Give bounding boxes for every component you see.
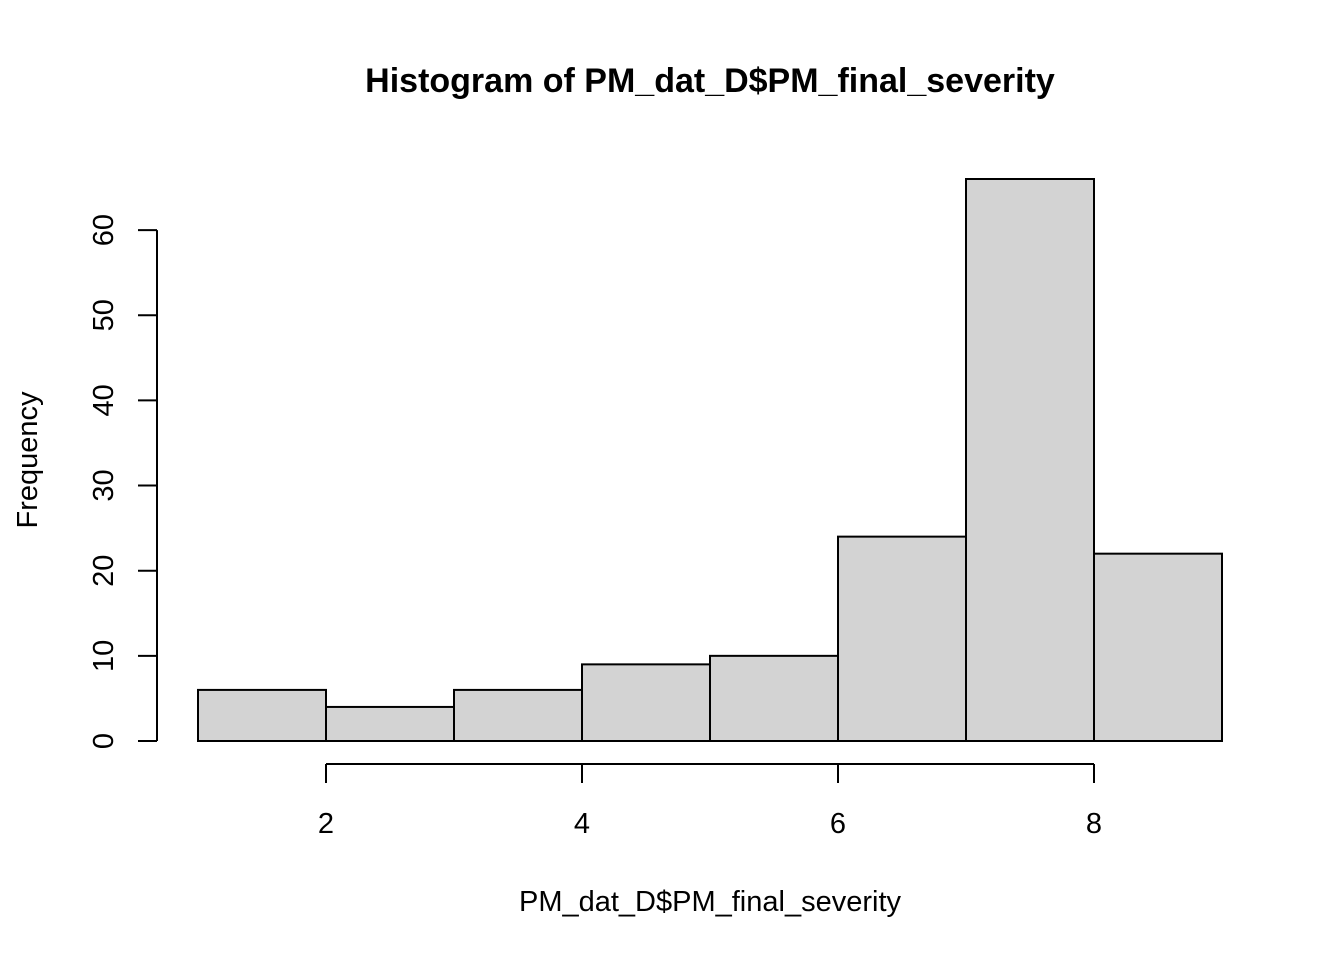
y-tick-label: 50 — [88, 299, 120, 331]
histogram-bar-4 — [581, 663, 711, 743]
histogram-bar-6 — [837, 535, 967, 742]
histogram-bar-1 — [197, 688, 327, 743]
chart-title: Histogram of PM_dat_D$PM_final_severity — [365, 62, 1055, 100]
bars-layer — [197, 178, 1223, 743]
x-axis: 2 4 6 8 — [318, 763, 1102, 840]
histogram-bar-5 — [709, 654, 839, 743]
y-tick-label: 40 — [88, 384, 120, 416]
histogram-bar-7 — [965, 178, 1095, 742]
x-tick-label: 8 — [1086, 808, 1102, 840]
y-tick-label: 0 — [88, 733, 120, 749]
x-tick-label: 6 — [830, 808, 846, 840]
y-axis: 0 10 20 30 40 50 60 — [88, 214, 158, 749]
y-axis-label: Frequency — [12, 391, 44, 529]
histogram-bar-2 — [325, 705, 455, 742]
histogram-bar-3 — [453, 688, 583, 743]
histogram-bar-8 — [1093, 552, 1223, 743]
x-tick-label: 4 — [574, 808, 590, 840]
y-tick-label: 10 — [88, 640, 120, 672]
x-axis-label: PM_dat_D$PM_final_severity — [519, 886, 902, 918]
x-tick-label: 2 — [318, 808, 334, 840]
y-tick-label: 30 — [88, 469, 120, 501]
y-tick-label: 20 — [88, 555, 120, 587]
y-tick-label: 60 — [88, 214, 120, 246]
